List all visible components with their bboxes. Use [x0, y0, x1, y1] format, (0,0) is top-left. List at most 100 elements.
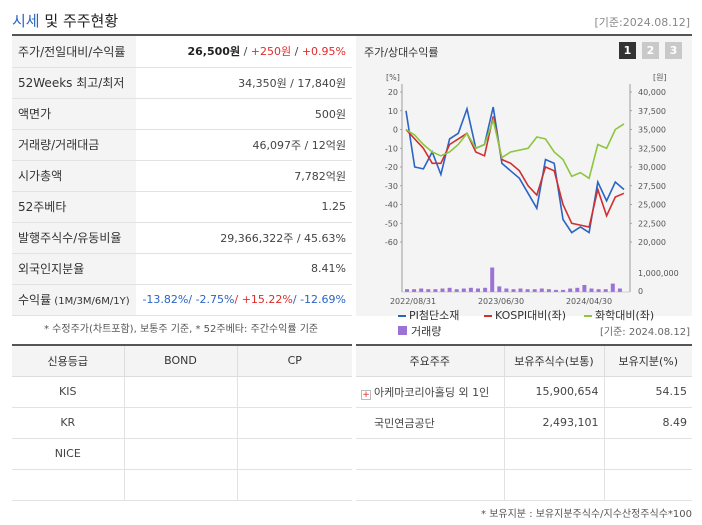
legend-label: 화학대비(좌)	[595, 309, 654, 322]
right-tick-label: 27,500	[638, 182, 666, 191]
expand-plus-icon[interactable]: +	[361, 389, 371, 400]
volume-bar	[504, 288, 509, 292]
volume-bar	[575, 287, 580, 292]
row-value: 1.25	[136, 191, 352, 223]
row-value: 8.41%	[136, 253, 352, 285]
volume-bar	[447, 287, 452, 292]
x-tick-label: 2023/06/30	[478, 297, 524, 306]
left-axis-unit: [%]	[386, 73, 400, 82]
title-rest: 및 주주현황	[39, 12, 119, 30]
volume-bar	[454, 289, 459, 292]
row-value: 46,097주 / 12억원	[136, 129, 352, 161]
volume-bar	[568, 288, 573, 292]
table-row: 국민연금공단 2,493,101 8.49	[356, 407, 692, 439]
volume-bar	[582, 285, 587, 292]
left-tick-label: 10	[388, 107, 398, 116]
bond-cell	[123, 376, 237, 408]
volume-bar	[546, 289, 551, 292]
stock-chart: [%] [원] 20 10 0 -10 -20 -30 -40 -50 -60 40,000 37,50…	[385, 73, 679, 338]
holder-name-cell[interactable]: + 아케마코리아홀딩 외 1인	[356, 376, 504, 408]
holder-name: 아케마코리아홀딩 외 1인	[374, 385, 490, 399]
left-tick-label: -60	[385, 238, 398, 247]
price-value: 26,500원 / +250원 / +0.95%	[136, 36, 352, 68]
row-value: 500원	[136, 98, 352, 130]
bond-cell	[123, 469, 237, 501]
pct-cell	[603, 469, 692, 501]
chart-tab-2[interactable]: 2	[642, 42, 659, 59]
shares-cell: 2,493,101	[503, 407, 604, 439]
table-row: 액면가 500원	[12, 98, 352, 130]
bond-cell	[123, 438, 237, 470]
volume-bar	[589, 288, 594, 292]
pct-cell: 54.15	[603, 376, 692, 408]
volume-bar	[419, 288, 424, 292]
holder-divider	[356, 344, 692, 346]
return-1y: / -12.69%	[292, 293, 346, 306]
col-header: 신용등급	[12, 346, 124, 377]
volume-bar	[539, 288, 544, 292]
table-row: KR	[12, 407, 352, 439]
col-header: 보유지분(%)	[603, 346, 692, 377]
row-label: 액면가	[12, 98, 137, 130]
left-tick-label: -30	[385, 182, 398, 191]
table-row	[12, 469, 352, 501]
right-tick-label: 37,500	[638, 107, 666, 116]
volume-bar	[468, 287, 473, 292]
right-tick-label: 32,500	[638, 144, 666, 153]
table-row: 시가총액 7,782억원	[12, 160, 352, 192]
volume-bar	[476, 288, 480, 292]
right-tick-label: 25,000	[638, 201, 666, 210]
volume-bar	[554, 289, 558, 292]
chart-tabs: 1 2 3	[619, 42, 682, 59]
table-header-row: 주요주주 보유주식수(보통) 보유지분(%)	[356, 346, 692, 377]
chart-tab-1[interactable]: 1	[619, 42, 636, 59]
right-tick-label: 22,500	[638, 219, 666, 228]
cp-cell	[236, 407, 352, 439]
volume-bar	[490, 267, 495, 292]
row-value: 7,782억원	[136, 160, 352, 192]
table-row: NICE	[12, 438, 352, 470]
credit-divider	[12, 344, 352, 346]
col-header: BOND	[123, 346, 237, 377]
col-header: CP	[236, 346, 352, 377]
cp-cell	[236, 469, 352, 501]
left-tick-label: -50	[385, 219, 398, 228]
table-row: 수익률 (1M/3M/6M/1Y) -13.82%/ -2.75%/ +15.2…	[12, 284, 352, 316]
cp-cell	[236, 376, 352, 408]
legend-label: PI첨단소재	[409, 309, 459, 322]
volume-bar	[405, 289, 409, 292]
row-label: 52Weeks 최고/최저	[12, 67, 137, 99]
right-axis-unit: [원]	[653, 73, 667, 82]
row-label: 수익률 (1M/3M/6M/1Y)	[12, 284, 137, 316]
return-1m: -13.82%	[142, 293, 189, 306]
table-header-row: 신용등급 BOND CP	[12, 346, 352, 377]
table-row: 52Weeks 최고/최저 34,350원 / 17,840원	[12, 67, 352, 99]
volume-bar	[483, 287, 488, 292]
return-6m: / +15.22%	[234, 293, 293, 306]
col-header: 보유주식수(보통)	[503, 346, 604, 377]
volume-bar	[518, 288, 523, 292]
table-row	[356, 469, 692, 501]
volume-bar	[596, 289, 601, 292]
right-tick-label: 20,000	[638, 238, 666, 247]
price-change-pct: +0.95%	[301, 45, 346, 59]
left-tick-label: 20	[388, 88, 398, 97]
chart-title: 주가/상대수익률	[364, 46, 439, 59]
legend-label: KOSPI대비(좌)	[495, 309, 566, 322]
volume-bar	[433, 289, 438, 292]
row-label: 외국인지분율	[12, 253, 137, 285]
volume-bar	[525, 289, 530, 292]
table-row: 주가/전일대비/수익률 26,500원 / +250원 / +0.95%	[12, 36, 352, 68]
volume-bar	[603, 289, 608, 292]
pct-cell	[603, 438, 692, 470]
top-divider	[12, 34, 692, 36]
price-table: 주가/전일대비/수익률 26,500원 / +250원 / +0.95% 52W…	[12, 36, 352, 316]
chart-panel: 주가/상대수익률 1 2 3 [%] [원] 20 10 0 -10 -20 -30 -40 -5…	[356, 36, 692, 338]
chart-tab-3[interactable]: 3	[665, 42, 682, 59]
table-row: 발행주식수/유동비율 29,366,322주 / 45.63%	[12, 222, 352, 254]
right-tick-label: 30,000	[638, 163, 666, 172]
section-title: 시세 및 주주현황	[12, 10, 118, 31]
series-line	[405, 106, 625, 234]
credit-rating-table: 신용등급 BOND CP KIS KR NICE	[12, 346, 352, 501]
major-shareholders-table: 주요주주 보유주식수(보통) 보유지분(%) + 아케마코리아홀딩 외 1인 15…	[356, 346, 692, 501]
